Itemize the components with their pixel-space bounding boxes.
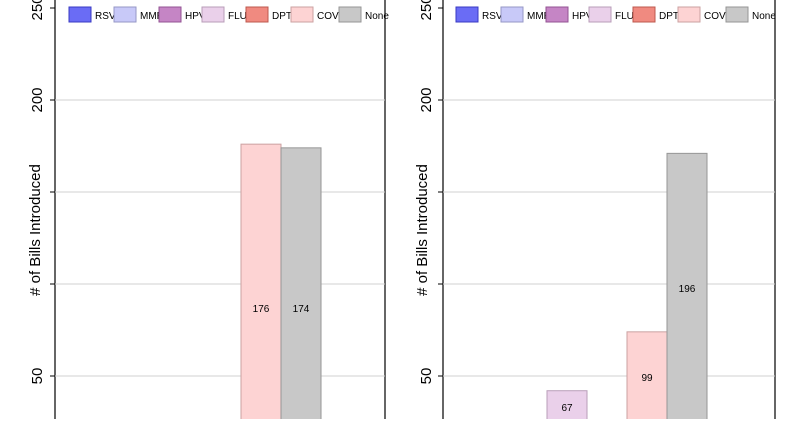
data-label: 67 xyxy=(561,403,573,414)
legend-swatch-rsv xyxy=(68,6,92,23)
legend-swatch-hpv xyxy=(545,6,569,23)
legend-label-flu: FLU xyxy=(615,11,634,22)
legend-label-hpv: HPV xyxy=(185,11,206,22)
bar-none xyxy=(666,152,708,422)
data-label: 99 xyxy=(641,373,653,384)
legend-swatch-flu xyxy=(588,6,612,23)
legend-swatch-rsv xyxy=(455,6,479,23)
data-label: 196 xyxy=(679,284,696,295)
legend-swatch-none xyxy=(338,6,362,23)
legend: RSV MMR HPV FLU DPT COVID None xyxy=(68,6,389,23)
legend-swatch-mmr xyxy=(500,6,524,23)
legend-label-rsv: RSV xyxy=(95,11,116,22)
data-label: 174 xyxy=(293,304,310,315)
y-tick-label: 200 xyxy=(418,87,435,112)
y-tick-label: 250 xyxy=(29,0,46,21)
legend-label-dpt: DPT xyxy=(659,11,679,22)
legend-label-none: None xyxy=(752,11,776,22)
legend-swatch-covid xyxy=(677,6,701,23)
bar-covid xyxy=(626,331,668,422)
legend-swatch-dpt xyxy=(632,6,656,23)
legend-label-covid: COVID xyxy=(317,11,349,22)
legend-label-rsv: RSV xyxy=(482,11,503,22)
legend-swatch-hpv xyxy=(158,6,182,23)
data-label: 176 xyxy=(253,304,270,315)
bar-flu xyxy=(546,390,588,422)
chart-panel-1: 50 200 250 # of Bills Introduced 176 174 RSV MM… xyxy=(27,0,389,422)
legend-swatch-covid xyxy=(290,6,314,23)
legend-label-mmr: MMR xyxy=(527,11,551,22)
y-axis-title: # of Bills Introduced xyxy=(27,164,44,296)
legend-label-covid: COVID xyxy=(704,11,736,22)
legend: RSV MMR HPV FLU DPT COVID None xyxy=(455,6,776,23)
bar-covid xyxy=(240,143,282,422)
legend-label-dpt: DPT xyxy=(272,11,292,22)
y-tick-label: 50 xyxy=(418,368,435,385)
y-tick-label: 200 xyxy=(29,87,46,112)
chart-panel-2: 50 200 250 # of Bills Introduced 67 99 196 RSV M… xyxy=(414,0,776,422)
legend-label-flu: FLU xyxy=(228,11,247,22)
legend-label-none: None xyxy=(365,11,389,22)
legend-swatch-flu xyxy=(201,6,225,23)
legend-swatch-none xyxy=(725,6,749,23)
legend-label-mmr: MMR xyxy=(140,11,164,22)
legend-label-hpv: HPV xyxy=(572,11,593,22)
bar-none xyxy=(280,147,322,422)
legend-swatch-mmr xyxy=(113,6,137,23)
legend-swatch-dpt xyxy=(245,6,269,23)
y-axis-title: # of Bills Introduced xyxy=(414,164,431,296)
y-tick-label: 50 xyxy=(29,368,46,385)
y-tick-label: 250 xyxy=(418,0,435,21)
